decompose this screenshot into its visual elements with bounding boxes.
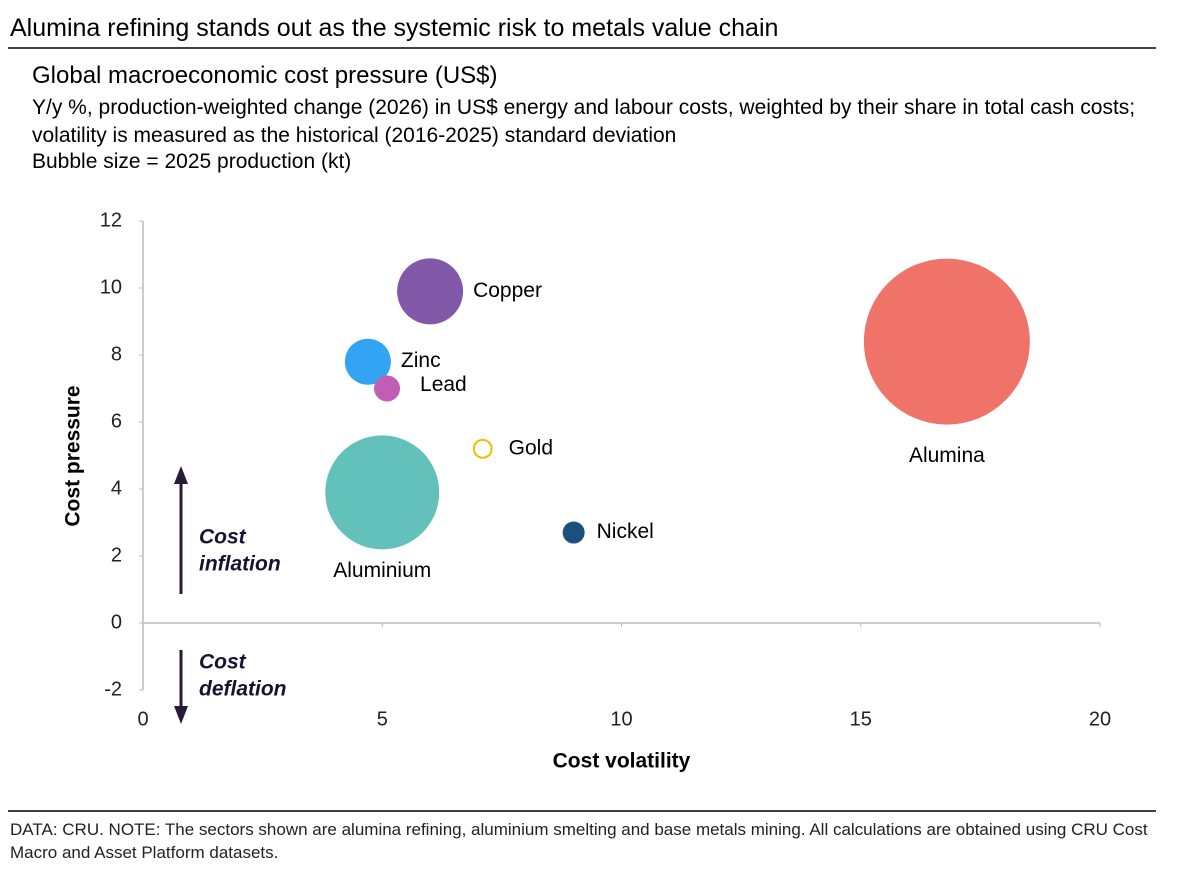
chart-subtitle: Y/y %, production-weighted change (2026)…	[32, 96, 1136, 147]
y-tick-label: -2	[104, 678, 122, 700]
x-axis-label: Cost volatility	[553, 750, 691, 773]
bubble-label: Aluminium	[333, 559, 431, 582]
y-axis-label: Cost pressure	[62, 385, 85, 526]
bubble-label: Nickel	[597, 520, 654, 543]
annotation-text: Cost	[199, 651, 247, 674]
annotation-text: deflation	[199, 678, 287, 701]
bubble-label: Gold	[509, 436, 553, 459]
x-tick-label: 10	[610, 708, 632, 730]
y-tick-label: 2	[111, 544, 122, 566]
annotation-text: inflation	[199, 553, 281, 576]
y-tick-label: 8	[111, 343, 122, 365]
x-tick-label: 0	[137, 708, 148, 730]
bubble-label: Alumina	[909, 444, 985, 467]
bubble	[344, 338, 391, 385]
y-tick-label: 12	[100, 209, 122, 231]
bubble-label: Lead	[420, 373, 467, 396]
x-tick-label: 5	[377, 708, 388, 730]
y-tick-label: 6	[111, 410, 122, 432]
footer-note: DATA: CRU. NOTE: The sectors shown are a…	[10, 820, 1148, 862]
bubble	[562, 521, 585, 544]
y-tick-label: 4	[111, 477, 122, 499]
bubble	[472, 438, 493, 459]
bubble	[397, 258, 464, 325]
y-tick-label: 0	[111, 611, 122, 633]
y-tick-label: 10	[100, 276, 122, 298]
bubble	[863, 258, 1030, 425]
arrow-head	[174, 706, 188, 724]
x-tick-label: 15	[850, 708, 872, 730]
size-note: Bubble size = 2025 production (kt)	[32, 150, 352, 173]
arrow-head	[174, 466, 188, 484]
chart-title: Global macroeconomic cost pressure (US$)	[32, 62, 498, 89]
page-title: Alumina refining stands out as the syste…	[10, 14, 779, 42]
bubble-label: Zinc	[401, 349, 441, 372]
bubble	[325, 435, 440, 550]
annotation-text: Cost	[199, 526, 247, 549]
bubble	[374, 375, 401, 402]
x-tick-label: 20	[1089, 708, 1111, 730]
bubble-label: Copper	[473, 279, 542, 302]
